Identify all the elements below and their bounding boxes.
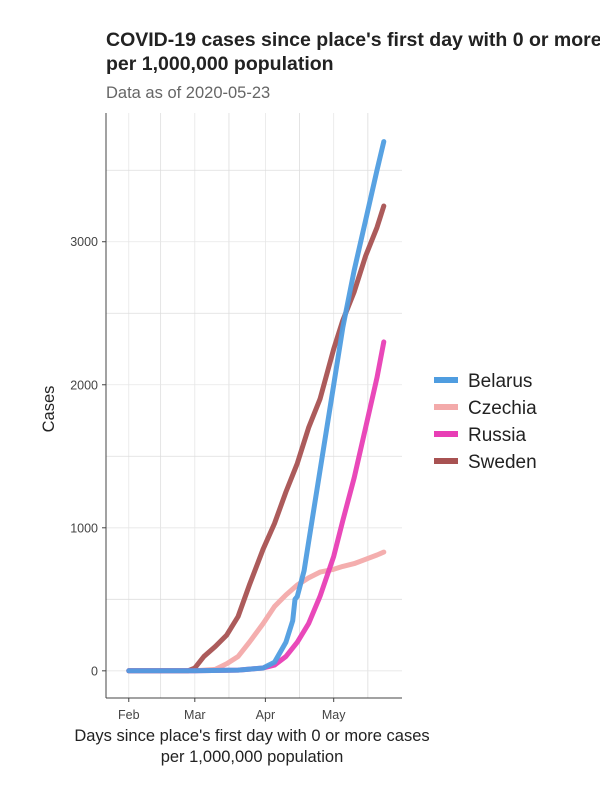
- x-tick-label: Apr: [256, 708, 275, 722]
- x-axis-title-line-1: Days since place's first day with 0 or m…: [74, 727, 429, 745]
- y-tick-label: 3000: [70, 235, 98, 249]
- grid-lines: [106, 113, 402, 698]
- series-line-czechia: [126, 549, 387, 674]
- series-line-russia: [126, 339, 387, 674]
- series-line-sweden: [126, 203, 387, 674]
- series-line-belarus: [126, 139, 387, 674]
- chart-title-line-1: COVID-19 cases since place's first day w…: [106, 29, 600, 51]
- y-tick-label: 0: [91, 664, 98, 678]
- legend-label-belarus: Belarus: [468, 371, 532, 392]
- axes: Feb Mar Apr May 0 1000 2000 3000: [70, 113, 402, 722]
- y-axis-title: Cases: [40, 386, 58, 433]
- chart-subtitle: Data as of 2020-05-23: [106, 84, 271, 102]
- series-lines: [126, 139, 387, 674]
- legend-label-sweden: Sweden: [468, 452, 537, 473]
- legend-label-czechia: Czechia: [468, 398, 537, 419]
- chart-title: COVID-19 cases since place's first day w…: [106, 28, 600, 76]
- x-tick-label: Feb: [118, 708, 140, 722]
- legend-label-russia: Russia: [468, 425, 527, 446]
- y-tick-label: 1000: [70, 521, 98, 535]
- x-tick-label: Mar: [184, 708, 206, 722]
- y-tick-label: 2000: [70, 378, 98, 392]
- legend: Belarus Czechia Russia Sweden: [434, 371, 537, 473]
- x-tick-label: May: [322, 708, 346, 722]
- x-axis-title-line-2: per 1,000,000 population: [161, 748, 344, 766]
- chart-title-line-2: per 1,000,000 population: [106, 53, 334, 75]
